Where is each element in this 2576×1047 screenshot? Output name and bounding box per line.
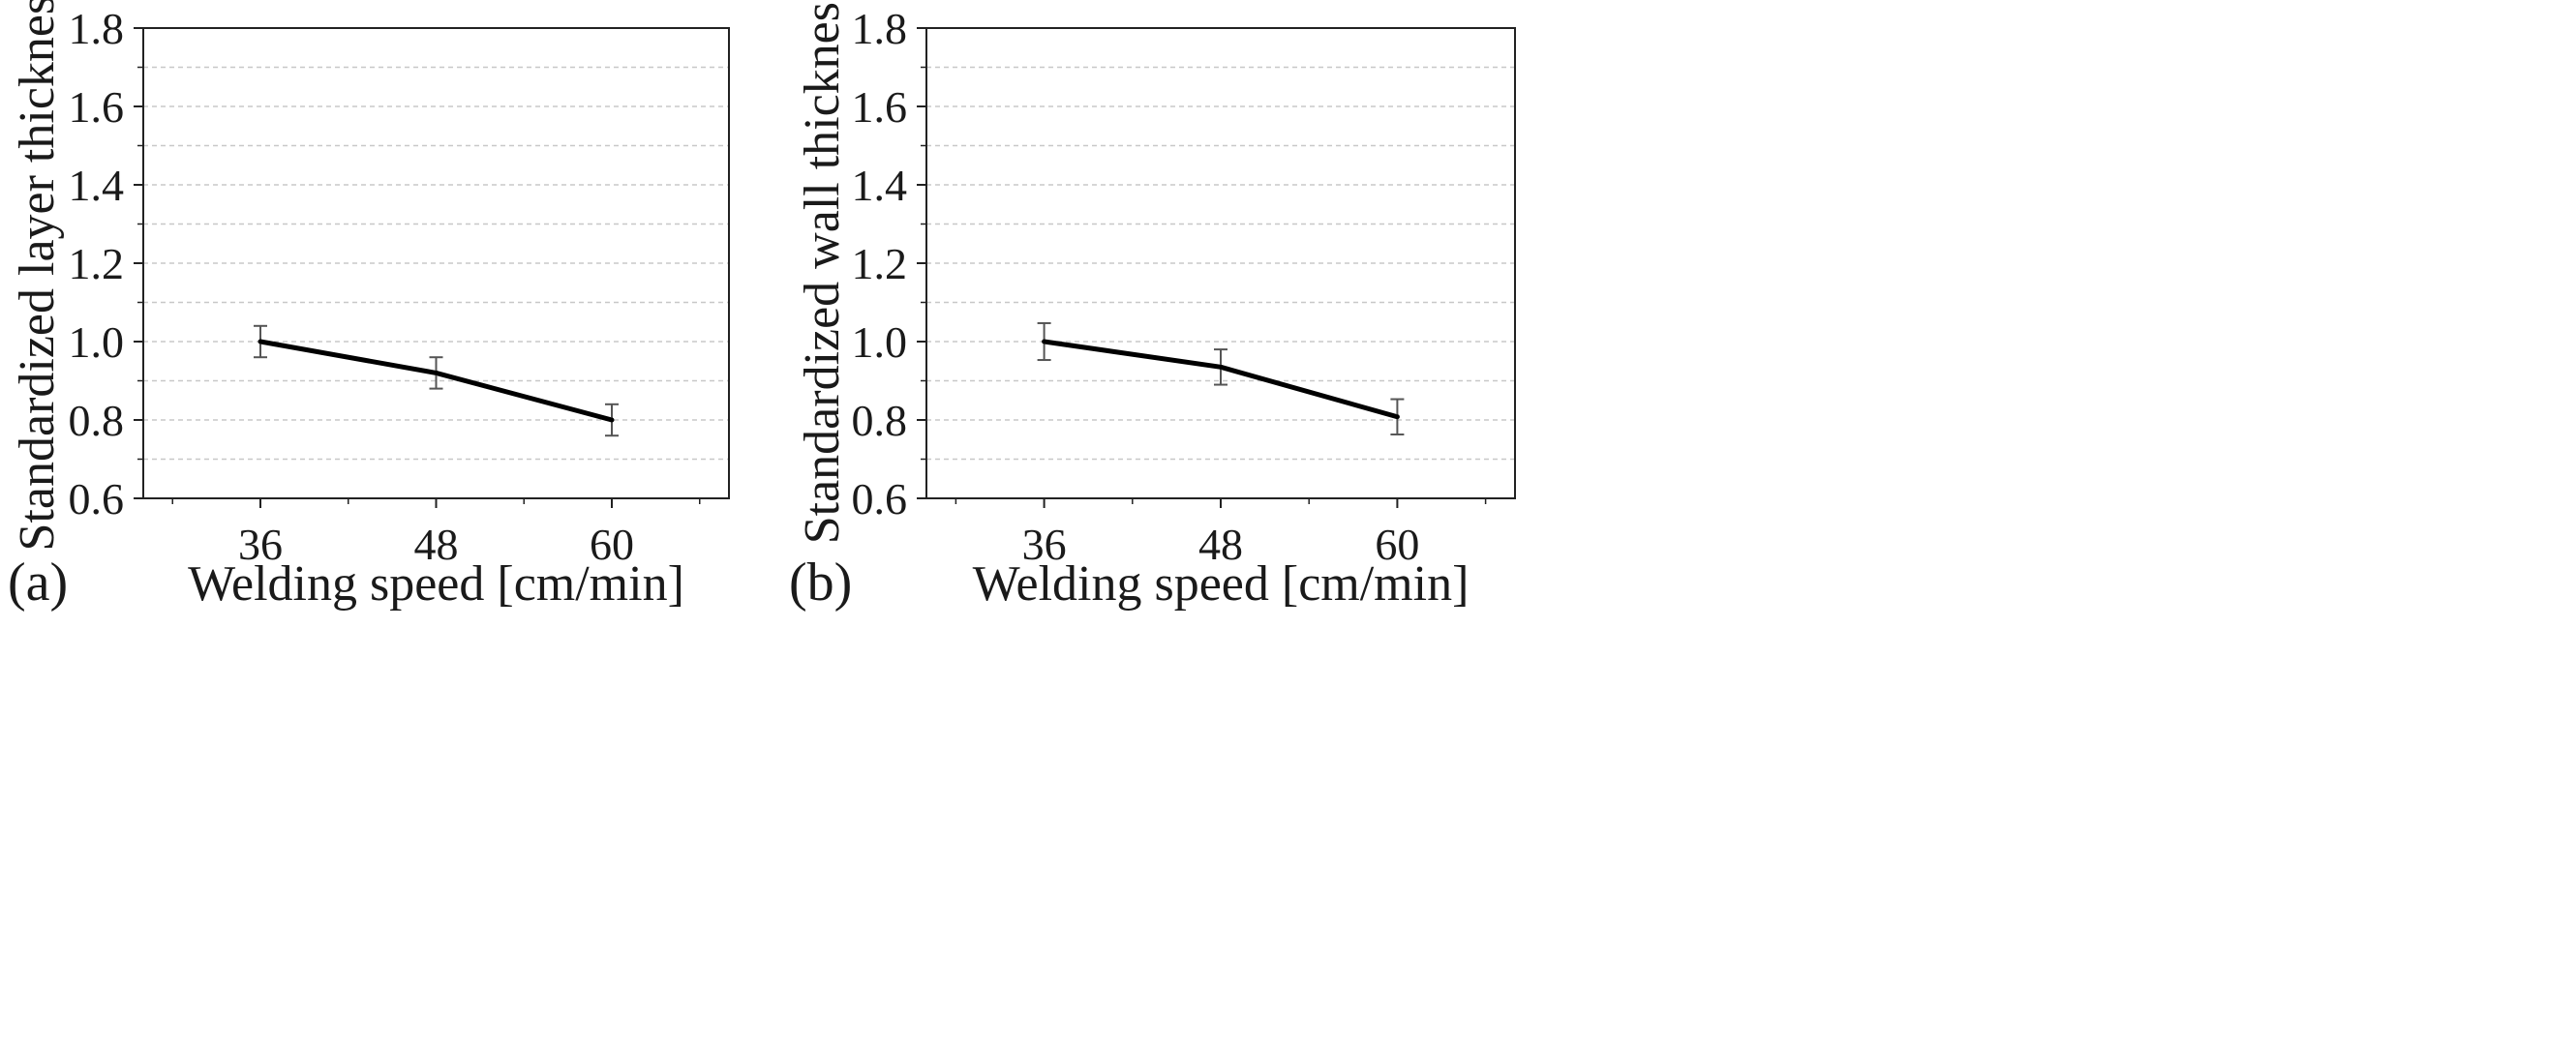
y-axis-title: Standardized wall thickness: [795, 0, 850, 544]
x-tick-label: 36: [1022, 520, 1067, 569]
x-tick-label: 60: [590, 520, 634, 569]
x-axis-title: Welding speed [cm/min]: [188, 556, 684, 612]
panel-b: 0.6 0.8 1.0 1.2 1.4 1.6 1.8 36 48 60 Standardized …: [789, 0, 1516, 613]
y-tick-label: 1.8: [852, 4, 908, 53]
panel-a: 0.6 0.8 1.0 1.2 1.4 1.6 1.8 36 48 60 Standardized …: [8, 0, 730, 613]
y-tick-label: 0.8: [852, 396, 908, 445]
data-point: [1218, 364, 1224, 370]
y-tick-label: 0.8: [69, 396, 125, 445]
y-tick-label: 1.4: [852, 161, 908, 210]
data-point: [1042, 339, 1047, 344]
y-tick-label: 1.0: [852, 317, 908, 367]
data-point: [609, 417, 615, 423]
x-axis-title: Welding speed [cm/min]: [973, 556, 1470, 612]
data-point: [434, 370, 439, 375]
y-tick-label: 0.6: [852, 474, 908, 524]
y-tick-label: 1.4: [69, 161, 125, 210]
y-tick-label: 1.2: [852, 239, 908, 288]
panel-label: (b): [789, 553, 852, 613]
y-tick-label: 1.8: [69, 4, 125, 53]
y-tick-label: 1.6: [852, 82, 908, 132]
y-axis-title: Standardized layer thickness: [10, 0, 65, 551]
data-point: [1394, 414, 1400, 420]
y-tick-label: 0.6: [69, 474, 125, 524]
x-tick-label: 48: [1198, 520, 1243, 569]
panel-label: (a): [8, 553, 68, 613]
y-tick-label: 1.2: [69, 239, 125, 288]
y-tick-label: 1.6: [69, 82, 125, 132]
y-tick-label: 1.0: [69, 317, 125, 367]
data-point: [258, 339, 263, 344]
x-tick-label: 48: [414, 520, 459, 569]
x-tick-label: 60: [1375, 520, 1419, 569]
x-tick-label: 36: [238, 520, 283, 569]
